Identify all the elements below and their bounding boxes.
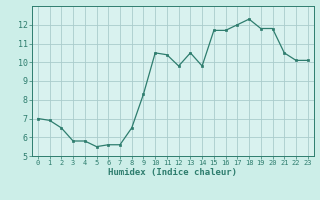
X-axis label: Humidex (Indice chaleur): Humidex (Indice chaleur) (108, 168, 237, 177)
